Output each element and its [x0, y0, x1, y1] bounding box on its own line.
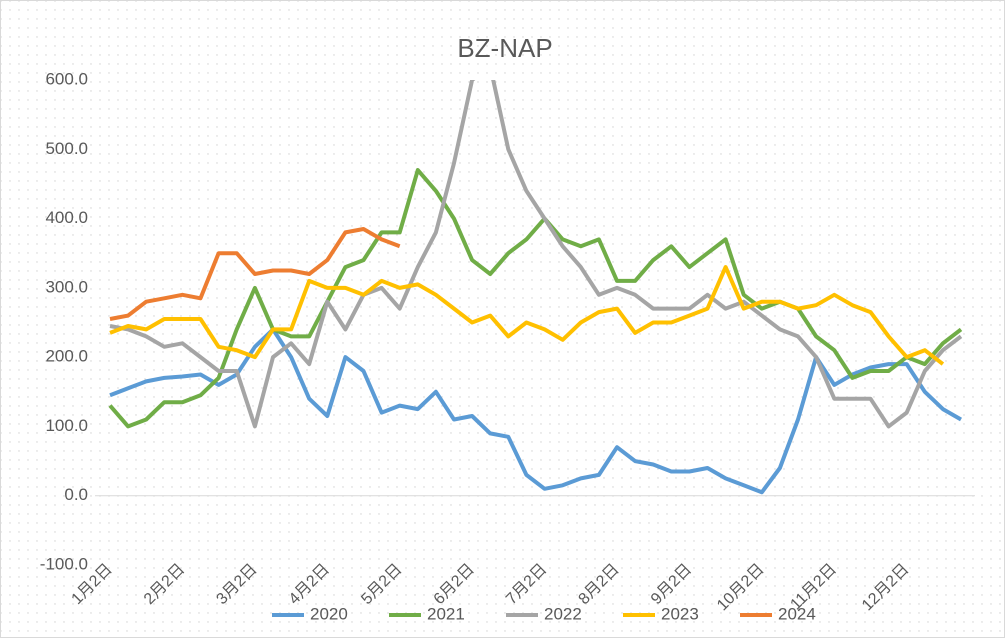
y-tick-label: 200.0: [45, 347, 88, 366]
chart-title: BZ-NAP: [457, 33, 552, 63]
y-tick-label: 300.0: [45, 277, 88, 296]
y-tick-label: 500.0: [45, 139, 88, 158]
legend-label: 2024: [778, 604, 816, 623]
legend-label: 2022: [544, 604, 582, 623]
y-tick-label: 100.0: [45, 416, 88, 435]
legend-label: 2020: [310, 604, 348, 623]
legend-label: 2021: [427, 604, 465, 623]
series-line: [108, 168, 963, 429]
y-tick-label: 0.0: [64, 485, 88, 504]
series-line: [109, 265, 945, 366]
series-line: [109, 80, 963, 429]
legend-label: 2023: [661, 604, 699, 623]
y-tick-label: 600.0: [45, 69, 88, 88]
series-line: [109, 227, 401, 321]
y-tick-label: 400.0: [45, 208, 88, 227]
plot-area: [108, 80, 963, 495]
y-tick-label: -100.0: [40, 554, 88, 573]
